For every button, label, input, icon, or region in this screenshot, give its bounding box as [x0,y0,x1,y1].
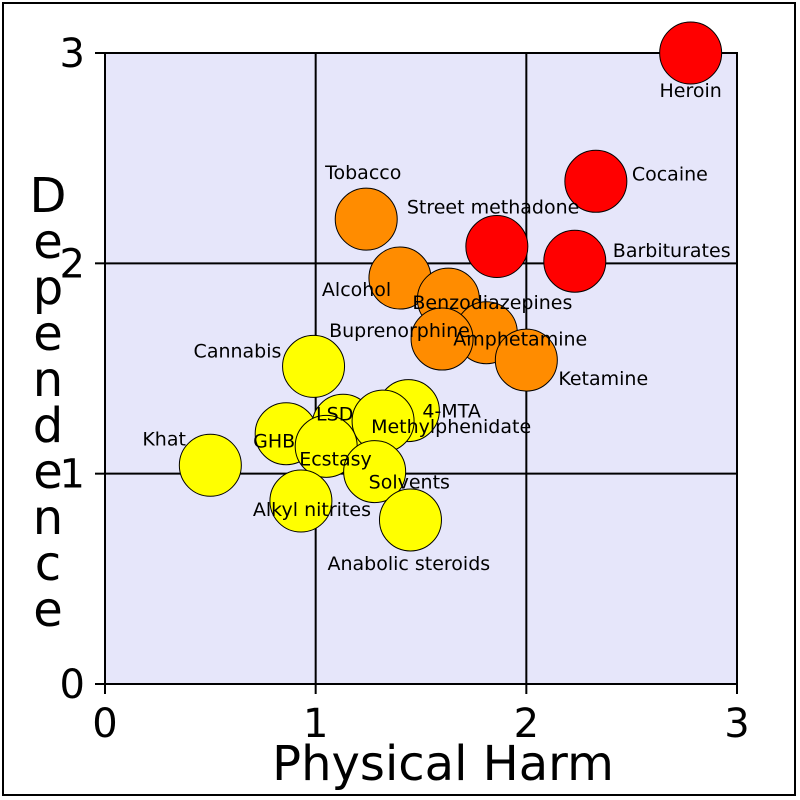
label-khat: Khat [142,428,186,450]
label-lsd: LSD [316,403,353,425]
y-axis-title-letter: D [30,168,67,224]
y-tick-label: 2 [60,241,85,287]
point-alkyl-nitrites [269,469,333,533]
point-cocaine [564,149,628,213]
label-anabolic-steroids: Anabolic steroids [327,553,490,575]
y-axis-title-letter: n [33,490,63,546]
y-axis-title-letter: d [33,398,63,454]
y-axis-title-letter: p [33,260,63,316]
y-axis-title-letter: e [33,306,63,362]
y-axis-title-letter: n [33,352,63,408]
label-amphetamine: Amphetamine [453,329,587,351]
label-street-methadone: Street methadone [407,197,580,219]
label-cannabis: Cannabis [194,340,282,362]
label-heroin: Heroin [659,80,721,102]
plot-area [104,52,738,685]
label-tobacco: Tobacco [324,162,401,184]
x-tick-label: 2 [514,701,539,747]
point-cannabis [282,334,346,398]
point-anabolic-steroids [378,488,442,552]
label-solvents: Solvents [369,472,450,494]
x-tick-label: 1 [303,701,328,747]
point-labels: Heroin Cocaine Barbiturates Street methadon… [142,80,730,575]
label-alkyl-nitrites: Alkyl nitrites [253,499,371,521]
y-tick-label: 3 [60,31,85,77]
point-tobacco [334,187,398,251]
y-tick-label: 1 [60,452,85,498]
label-methylphenidate: Methylphenidate [371,416,531,438]
x-tick-label: 0 [92,701,117,747]
label-4-mta: 4-MTA [422,401,480,423]
point-heroin [659,21,723,85]
point-solvents [343,440,407,504]
x-axis-title: Physical Harm [272,736,614,792]
label-ghb: GHB [253,431,295,453]
y-axis-title-letter: e [33,214,63,270]
x-tick-label: 3 [724,701,749,747]
label-ecstasy: Ecstasy [299,448,372,470]
point-buprenorphine [410,307,474,371]
y-axis-title-letter: e [33,444,63,500]
data-points [178,21,723,552]
y-axis-title-letter: e [33,582,63,638]
label-barbiturates: Barbiturates [613,240,731,262]
point-ketamine [494,328,558,392]
point-street-methadone [465,215,529,279]
tick-labels: 0 1 2 3 0 1 2 3 [60,31,750,747]
y-tick-label: 0 [60,662,85,708]
label-alcohol: Alcohol [322,279,391,301]
label-cocaine: Cocaine [632,163,708,185]
label-ketamine: Ketamine [558,368,648,390]
y-axis-title-letter: c [35,536,61,592]
point-barbiturates [543,229,607,293]
label-benzodiazepines: Benzodiazepines [412,292,572,314]
label-buprenorphine: Buprenorphine [329,320,470,342]
point-khat [178,433,242,497]
